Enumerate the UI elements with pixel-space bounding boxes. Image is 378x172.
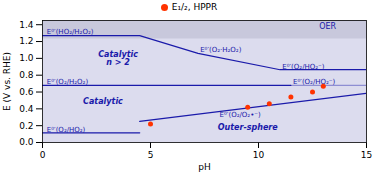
svg-text:E⁰′(O₂/H₂O₂): E⁰′(O₂/H₂O₂) <box>47 78 89 86</box>
svg-text:E⁰′(O₂/HO₂⁻): E⁰′(O₂/HO₂⁻) <box>282 63 324 71</box>
svg-text:E (V vs. RHE): E (V vs. RHE) <box>2 52 12 111</box>
html-text:E₁/₂, HPPR: E₁/₂, HPPR <box>171 2 218 12</box>
svg-text:E⁰′(O₂/HO₂⁻): E⁰′(O₂/HO₂⁻) <box>293 78 335 86</box>
svg-text:0.8: 0.8 <box>19 70 34 80</box>
svg-text:0.4: 0.4 <box>19 104 34 114</box>
svg-text:E⁰′(O₂/HO₂): E⁰′(O₂/HO₂) <box>47 126 86 134</box>
svg-text:0: 0 <box>40 150 46 160</box>
svg-text:0.0: 0.0 <box>19 137 34 147</box>
svg-text:E⁰′(O₂·H₂O₂): E⁰′(O₂·H₂O₂) <box>200 46 241 54</box>
svg-text:1.2: 1.2 <box>19 36 33 46</box>
svg-text:Catalytic: Catalytic <box>83 97 123 106</box>
svg-text:0.6: 0.6 <box>19 87 34 97</box>
svg-text:1.0: 1.0 <box>19 53 34 63</box>
svg-text:pH: pH <box>198 162 210 172</box>
svg-text:5: 5 <box>148 150 154 160</box>
svg-text:15: 15 <box>361 150 372 160</box>
svg-text:Outer-sphere: Outer-sphere <box>218 123 279 132</box>
svg-text:E⁰′(O₂/O₂•⁻): E⁰′(O₂/O₂•⁻) <box>220 111 261 119</box>
svg-text:1.4: 1.4 <box>19 20 34 30</box>
svg-text:OER: OER <box>319 22 336 31</box>
svg-text:E⁰′(HO₂/H₂O₂): E⁰′(HO₂/H₂O₂) <box>47 28 94 36</box>
svg-text:0.2: 0.2 <box>19 121 33 131</box>
svg-text:10: 10 <box>253 150 265 160</box>
svg-text:Catalyticn > 2: Catalyticn > 2 <box>98 50 138 67</box>
